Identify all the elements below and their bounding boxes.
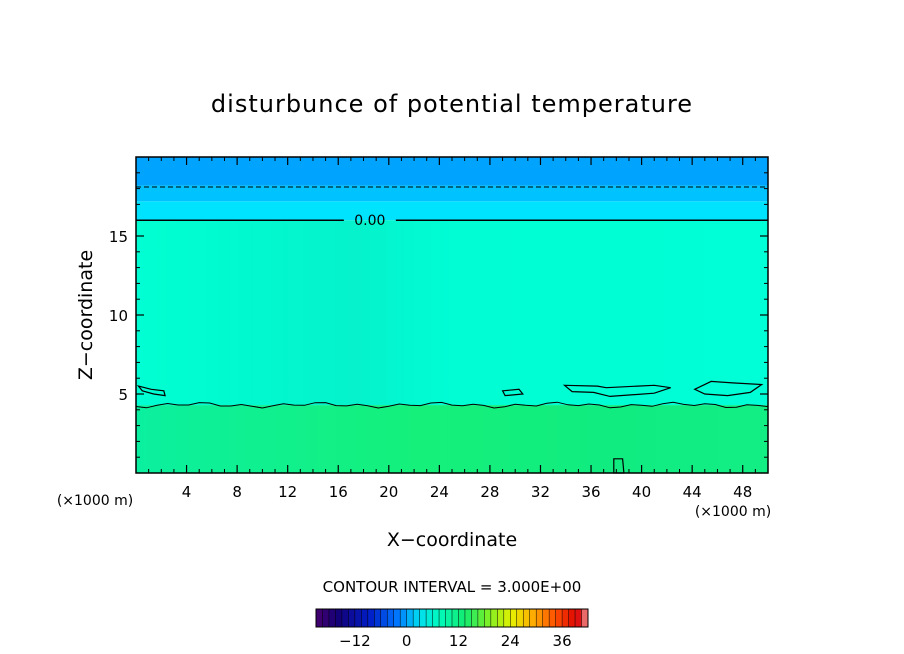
- colorbar-swatch: [445, 609, 453, 627]
- colorbar-swatch: [322, 609, 330, 627]
- colorbar-swatch: [316, 609, 323, 627]
- colorbar-swatch: [348, 609, 356, 627]
- contour-blob: [501, 388, 524, 397]
- x-tick-label: 4: [182, 483, 192, 501]
- colorbar-swatch: [477, 609, 485, 627]
- colorbar-swatch: [406, 609, 414, 627]
- colorbar-swatch: [516, 609, 524, 627]
- colorbar-swatch: [581, 609, 589, 627]
- x-tick-label: 8: [232, 483, 242, 501]
- colorbar-swatch: [484, 609, 492, 627]
- colorbar-swatch: [341, 609, 349, 627]
- value-band: [136, 201, 768, 221]
- x-axis-label: X−coordinate: [387, 529, 517, 551]
- x-axis-unit: (×1000 m): [695, 504, 771, 520]
- colorbar-swatch: [568, 609, 576, 627]
- colorbar-swatch: [419, 609, 427, 627]
- colorbar-swatch: [361, 609, 369, 627]
- colorbar-swatch: [393, 609, 401, 627]
- colorbar-swatch: [413, 609, 420, 627]
- colorbar-swatch: [503, 609, 511, 627]
- x-tick-label: 24: [430, 483, 449, 501]
- colorbar-swatch: [439, 609, 446, 627]
- x-tick-label: 20: [379, 483, 398, 501]
- colorbar-swatch: [426, 609, 433, 627]
- colorbar-swatch: [562, 609, 569, 627]
- value-band: [136, 220, 768, 406]
- x-tick-label: 16: [329, 483, 348, 501]
- colorbar-swatch: [367, 609, 375, 627]
- value-band: [136, 405, 768, 473]
- colorbar-swatch: [490, 609, 498, 627]
- colorbar-swatch: [328, 609, 336, 627]
- y-axis-unit: (×1000 m): [57, 493, 133, 509]
- y-tick-label: 15: [109, 228, 128, 246]
- colorbar-swatch: [555, 609, 563, 627]
- colorbar-swatch: [452, 609, 459, 627]
- contour-label: 0.00: [354, 213, 385, 229]
- x-tick-label: 12: [278, 483, 297, 501]
- value-band: [136, 185, 768, 202]
- x-tick-label: 40: [632, 483, 651, 501]
- y-tick-label: 5: [118, 386, 128, 404]
- contour-line: [135, 401, 769, 409]
- colorbar-swatch: [400, 609, 407, 627]
- colorbar-tick-label: 12: [449, 632, 468, 650]
- y-tick-label: 10: [109, 307, 128, 325]
- colorbar-swatch: [464, 609, 472, 627]
- colorbar-swatch: [335, 609, 343, 627]
- colorbar-swatch: [549, 609, 556, 627]
- colorbar-swatch: [510, 609, 518, 627]
- colorbar-swatch: [497, 609, 505, 627]
- x-tick-label: 44: [683, 483, 702, 501]
- colorbar-swatch: [542, 609, 550, 627]
- x-tick-label: 32: [531, 483, 550, 501]
- contour-blob: [693, 380, 764, 397]
- contour-interval-label: CONTOUR INTERVAL = 3.000E+00: [323, 578, 582, 596]
- colorbar-swatch: [529, 609, 537, 627]
- x-tick-label: 36: [581, 483, 600, 501]
- colorbar-tick-label: 36: [553, 632, 572, 650]
- colorbar-swatch: [374, 609, 382, 627]
- colorbar-swatch: [536, 609, 543, 627]
- colorbar-swatch: [380, 609, 388, 627]
- contour-blob: [562, 384, 671, 398]
- colorbar-swatch: [575, 609, 582, 627]
- colorbar-swatch: [387, 609, 395, 627]
- contour-blob: [136, 385, 166, 397]
- colorbar-swatch: [432, 609, 440, 627]
- colorbar-swatch: [471, 609, 479, 627]
- y-axis-label: Z−coordinate: [75, 250, 97, 380]
- x-tick-label: 48: [733, 483, 752, 501]
- value-band: [136, 157, 768, 186]
- colorbar-swatch: [523, 609, 531, 627]
- plot-layers: [136, 157, 768, 473]
- colorbar-swatch: [458, 609, 466, 627]
- colorbar-tick-label: 0: [402, 632, 412, 650]
- colorbar: −12 0 12 24 36: [315, 608, 589, 650]
- colorbar-swatch: [354, 609, 362, 627]
- x-tick-label: 28: [480, 483, 499, 501]
- chart-title: disturbunce of potential temperature: [211, 90, 693, 118]
- contour-lines: 0.00: [135, 186, 769, 474]
- colorbar-tick-label: 24: [501, 632, 520, 650]
- colorbar-tick-label: −12: [339, 632, 371, 650]
- colorbar-frame: [315, 608, 589, 628]
